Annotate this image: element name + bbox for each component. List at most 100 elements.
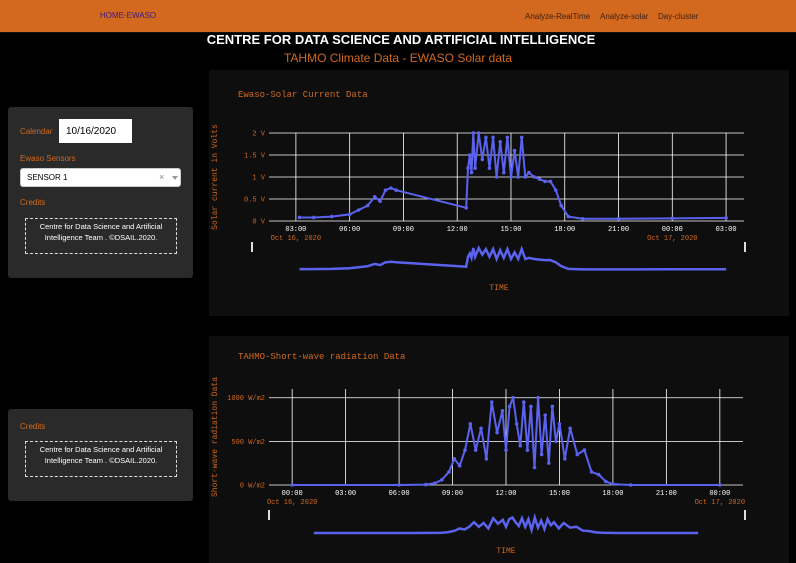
page-subtitle: TAHMO Climate Data - EWASO Solar data xyxy=(283,51,513,65)
data-point xyxy=(670,216,675,221)
credits-line: Centre for Data Science and Artificial xyxy=(39,445,163,454)
data-point xyxy=(557,422,562,426)
data-point xyxy=(507,404,512,409)
data-point xyxy=(529,404,533,409)
data-point xyxy=(347,212,352,217)
data-point xyxy=(466,166,470,170)
data-point xyxy=(440,477,444,482)
data-point xyxy=(548,179,553,184)
x-tick-label: 12:00 xyxy=(495,490,516,498)
chevron-down-icon[interactable] xyxy=(172,176,178,180)
data-point xyxy=(480,157,485,162)
data-point xyxy=(628,483,633,487)
data-point xyxy=(543,413,548,417)
data-point xyxy=(537,177,542,181)
data-point xyxy=(502,170,506,175)
data-point xyxy=(724,216,728,220)
data-point xyxy=(516,175,520,179)
data-point xyxy=(603,479,608,484)
data-point xyxy=(491,135,495,140)
data-point xyxy=(464,206,468,210)
x-tick-label: 03:00 xyxy=(716,226,737,234)
data-point xyxy=(471,131,476,135)
x-tick-label: 21:00 xyxy=(656,490,677,498)
data-point xyxy=(329,214,334,219)
data-point xyxy=(505,135,510,140)
data-point xyxy=(394,188,399,192)
data-point xyxy=(519,135,524,140)
clear-icon[interactable]: × xyxy=(159,172,165,182)
data-point xyxy=(473,166,477,170)
data-point xyxy=(383,188,388,192)
data-point xyxy=(512,148,517,153)
data-point xyxy=(582,448,587,452)
data-point xyxy=(452,457,457,461)
calendar-date-input[interactable] xyxy=(59,119,132,143)
chart-title: Ewaso-Solar Current Data xyxy=(238,90,368,100)
range-slider-handle-right[interactable] xyxy=(744,510,746,520)
credits-label: Credits xyxy=(20,198,46,207)
data-point xyxy=(514,422,519,426)
data-point xyxy=(616,217,621,221)
data-point xyxy=(484,135,488,140)
range-slider-handle-left[interactable] xyxy=(268,510,270,520)
credits-box: Centre for Data Science and Artificial I… xyxy=(25,441,177,477)
data-point xyxy=(498,140,503,144)
credits-label: Credits xyxy=(20,422,46,431)
data-point xyxy=(378,199,382,203)
x-date-label: Oct 17, 2020 xyxy=(695,499,745,507)
sensor-select[interactable]: SENSOR 1 × xyxy=(20,168,181,187)
data-point xyxy=(365,203,370,208)
y-tick-label: 500 W/m2 xyxy=(231,439,265,447)
solar-current-chart[interactable]: Ewaso-Solar Current Data 0 V 0.5 V 1 V 1.5 V… xyxy=(209,70,789,316)
data-point xyxy=(494,175,499,179)
data-point xyxy=(550,404,555,409)
data-point xyxy=(297,215,302,220)
data-point xyxy=(563,457,567,461)
nav-link-day-cluster[interactable]: Day-cluster xyxy=(658,12,699,21)
data-point xyxy=(536,395,540,400)
data-point xyxy=(447,470,451,474)
shortwave-radiation-chart[interactable]: TAHMO-Short-wave radiation Data 0 W/m2 500… xyxy=(209,336,789,563)
credits-line: Intelligence Team . ©DSAIL.2020. xyxy=(44,233,158,242)
data-point xyxy=(522,400,526,404)
data-point xyxy=(389,186,393,190)
data-point xyxy=(479,426,483,431)
credits-box: Centre for Data Science and Artificial I… xyxy=(25,218,177,254)
data-point xyxy=(489,400,494,404)
y-tick-label: 1 V xyxy=(252,175,265,183)
y-tick-label: 1000 W/m2 xyxy=(227,395,265,403)
x-tick-label: 06:00 xyxy=(339,226,360,234)
x-tick-label: 18:00 xyxy=(554,226,575,234)
data-point xyxy=(397,483,401,487)
data-point xyxy=(290,483,294,487)
x-tick-label: 03:00 xyxy=(285,226,306,234)
chart-title: TAHMO-Short-wave radiation Data xyxy=(238,352,406,362)
series-line xyxy=(299,132,727,220)
data-point xyxy=(546,461,551,465)
data-point xyxy=(543,179,547,184)
data-point xyxy=(518,443,523,448)
data-point xyxy=(504,448,508,452)
sensors-label: Ewaso Sensors xyxy=(20,154,76,163)
data-point xyxy=(566,214,571,219)
data-point xyxy=(509,175,513,179)
data-point xyxy=(312,215,316,220)
data-point xyxy=(473,448,478,452)
x-tick-label: 15:00 xyxy=(500,226,521,234)
range-slider-series xyxy=(299,245,727,271)
nav-link-analyze-solar[interactable]: Analyze-solar xyxy=(600,12,649,21)
data-point xyxy=(467,153,472,157)
shortwave-radiation-panel: TAHMO-Short-wave radiation Data 0 W/m2 500… xyxy=(209,336,789,563)
range-slider-handle-right[interactable] xyxy=(744,242,746,252)
nav-link-analyze-realtime[interactable]: Analyze-RealTime xyxy=(525,12,591,21)
credits-line: Intelligence Team . ©DSAIL.2020. xyxy=(44,456,158,465)
range-slider-handle-left[interactable] xyxy=(251,242,253,252)
data-point xyxy=(532,175,537,179)
page-title: CENTRE FOR DATA SCIENCE AND ARTIFICIAL I… xyxy=(206,32,596,47)
x-tick-label: 21:00 xyxy=(608,226,629,234)
home-link[interactable]: HOME-EWASO xyxy=(100,11,157,20)
data-point xyxy=(596,472,601,477)
data-point xyxy=(553,188,558,192)
data-point xyxy=(575,452,580,457)
